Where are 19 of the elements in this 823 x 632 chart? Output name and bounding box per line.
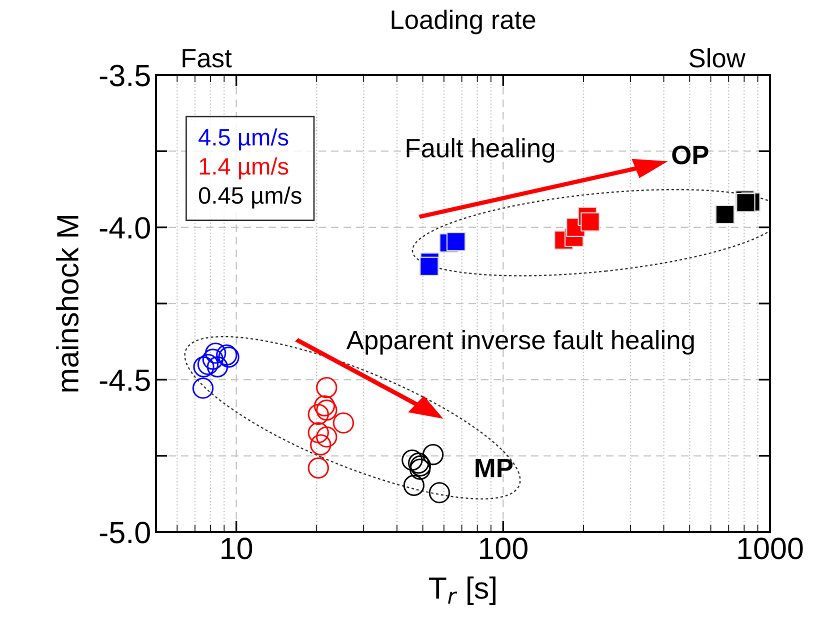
- x-axis-title: T$_{r}$ [s]: [429, 576, 496, 605]
- text: Fast: [182, 49, 232, 68]
- y-tick-label: -4.0: [100, 217, 150, 239]
- text: 4.5 µm/s: [198, 128, 288, 150]
- x-tick-label: 1000: [738, 538, 803, 560]
- y-tick-label: -3.5: [100, 64, 150, 86]
- y-tick-label: -5.0: [100, 522, 150, 544]
- x-tick-label: 100: [480, 538, 528, 560]
- chart-title: Loading rate: [392, 10, 536, 34]
- annotation: OP: [672, 146, 708, 164]
- text: 1.4 µm/s: [200, 157, 288, 180]
- annotation: MP: [476, 458, 513, 478]
- x-tick-label: 10: [222, 538, 252, 560]
- text: 0.45 µm/s: [198, 186, 302, 209]
- annotation: Apparent inverse fault healing: [346, 330, 694, 355]
- text: Slow: [689, 48, 746, 68]
- annotation: Fault healing: [406, 138, 554, 163]
- y-tick-label: -4.5: [100, 370, 150, 392]
- y-axis-title: mainshock M: [56, 216, 79, 392]
